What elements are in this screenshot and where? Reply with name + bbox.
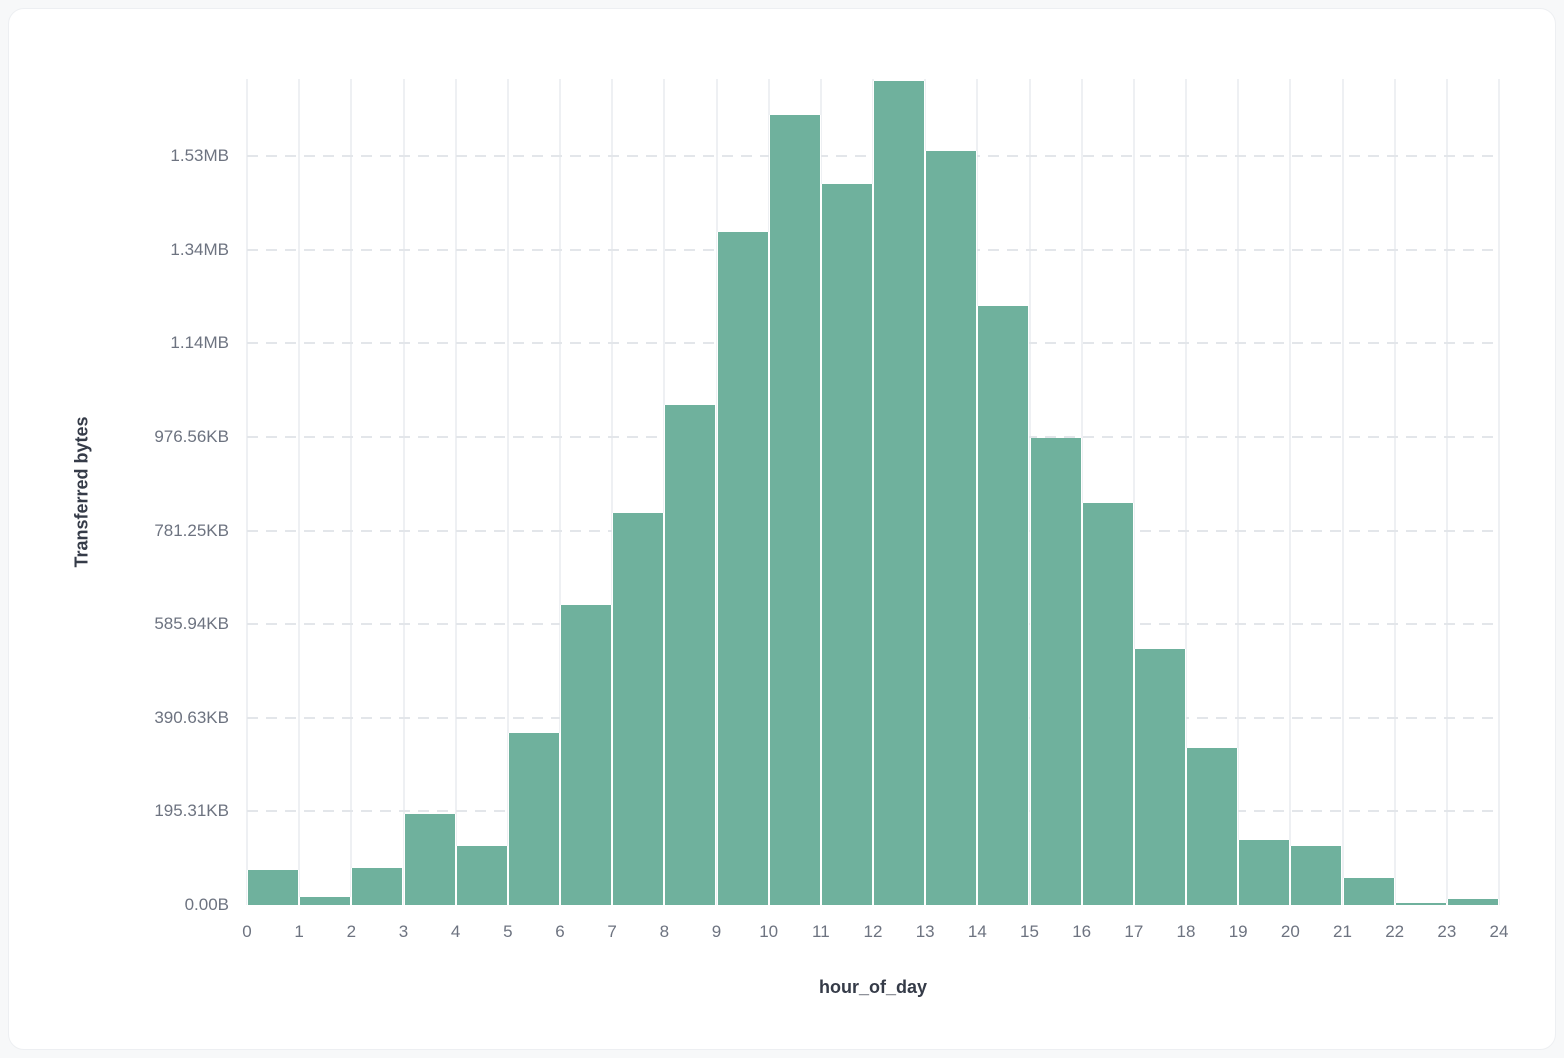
plot-area: 0.00B 195.31KB 390.63KB 585.94KB 781.25KB 976… xyxy=(154,79,1508,941)
bar-hour-13[interactable] xyxy=(925,151,978,905)
x-axis-tick-label: 6 xyxy=(555,922,565,941)
chart-card: 0.00B 195.31KB 390.63KB 585.94KB 781.25KB 976… xyxy=(8,8,1556,1050)
y-axis-tick-label: 1.53MB xyxy=(170,146,229,166)
x-axis-tick-label: 2 xyxy=(346,922,357,941)
x-axis-tick-label: 7 xyxy=(607,922,617,941)
vertical-gridline xyxy=(1289,79,1292,905)
vertical-gridline xyxy=(1132,79,1135,905)
bar-hour-1[interactable] xyxy=(299,897,352,905)
bar-hour-7[interactable] xyxy=(612,512,665,905)
x-axis-tick-label: 10 xyxy=(759,922,779,941)
vertical-gridline xyxy=(1498,79,1500,905)
bar-hour-14[interactable] xyxy=(977,306,1030,905)
bar-hour-3[interactable] xyxy=(403,814,456,905)
x-axis-tick-label: 1 xyxy=(294,922,304,941)
bar-hour-20[interactable] xyxy=(1290,846,1343,905)
vertical-gridline xyxy=(611,79,614,905)
x-axis-tick-label: 13 xyxy=(915,922,935,941)
x-axis-tick-label: 4 xyxy=(450,922,461,941)
y-axis-tick-label: 585.94KB xyxy=(154,614,229,634)
y-axis-tick-label: 781.25KB xyxy=(154,520,229,540)
bar-hour-6[interactable] xyxy=(560,605,613,905)
x-axis-tick-label: 11 xyxy=(812,922,830,941)
bar-hour-10[interactable] xyxy=(768,115,821,905)
x-axis-tick-label: 18 xyxy=(1176,922,1196,941)
vertical-gridline xyxy=(1445,79,1448,905)
vertical-gridline xyxy=(559,79,561,905)
vertical-gridline xyxy=(1341,79,1344,905)
bar-hour-11[interactable] xyxy=(820,183,873,905)
x-axis-tick-label: 24 xyxy=(1489,922,1509,941)
x-axis-tick-label: 8 xyxy=(659,922,670,941)
y-axis-title: Transferred bytes xyxy=(71,416,92,568)
y-axis-tick-label: 390.63KB xyxy=(154,707,229,727)
x-axis-tick-label: 14 xyxy=(967,922,987,941)
y-axis-tick-label: 1.34MB xyxy=(170,239,229,259)
vertical-gridline xyxy=(663,79,666,905)
vertical-gridline xyxy=(350,79,353,905)
bar-hour-9[interactable] xyxy=(716,232,769,905)
bar-hour-18[interactable] xyxy=(1186,748,1239,905)
x-axis-tick-label: 22 xyxy=(1385,922,1405,941)
vertical-gridline xyxy=(506,79,509,905)
vertical-gridline xyxy=(1237,79,1240,905)
vertical-gridline xyxy=(246,79,248,905)
bar-hour-21[interactable] xyxy=(1342,877,1395,905)
y-axis-tick-label: 0.00B xyxy=(184,895,229,914)
bar-hour-2[interactable] xyxy=(351,868,404,905)
x-axis-tick-label: 23 xyxy=(1437,922,1457,941)
y-axis-tick-label: 1.14MB xyxy=(170,333,229,353)
x-axis-tick-label: 16 xyxy=(1072,922,1092,941)
y-axis-tick-label: 195.31KB xyxy=(154,801,229,821)
bar-hour-12[interactable] xyxy=(873,80,926,905)
bar-hour-19[interactable] xyxy=(1238,839,1291,905)
x-axis-tick-label: 5 xyxy=(503,922,513,941)
x-axis-tick-label: 3 xyxy=(398,922,409,941)
x-axis-tick-label: 21 xyxy=(1333,922,1352,941)
bar-hour-22[interactable] xyxy=(1394,903,1447,905)
x-axis-tick-label: 12 xyxy=(863,922,883,941)
vertical-gridline xyxy=(1080,79,1083,905)
x-axis-tick-label: 0 xyxy=(242,922,252,941)
bar-hour-16[interactable] xyxy=(1081,503,1134,905)
vertical-gridline xyxy=(454,79,457,905)
x-axis-title: hour_of_day xyxy=(818,977,928,997)
x-axis-tick-label: 15 xyxy=(1020,922,1039,941)
bar-hour-5[interactable] xyxy=(507,732,560,905)
bar-hour-4[interactable] xyxy=(455,846,508,905)
x-axis-tick-label: 17 xyxy=(1124,922,1144,941)
bar-hour-23[interactable] xyxy=(1446,898,1499,905)
vertical-gridline xyxy=(402,79,405,905)
bar-hour-8[interactable] xyxy=(664,405,717,905)
bar-hour-15[interactable] xyxy=(1029,437,1082,905)
x-axis-tick-label: 20 xyxy=(1280,922,1300,941)
x-axis-tick-label: 19 xyxy=(1228,922,1248,941)
vertical-gridline xyxy=(1185,79,1187,905)
vertical-gridline xyxy=(298,79,301,905)
x-axis-tick-label: 9 xyxy=(711,922,722,941)
vertical-gridline xyxy=(1393,79,1396,905)
bar-hour-0[interactable] xyxy=(247,869,300,905)
bar-hour-17[interactable] xyxy=(1133,649,1186,905)
y-axis-tick-label: 976.56KB xyxy=(154,427,229,446)
